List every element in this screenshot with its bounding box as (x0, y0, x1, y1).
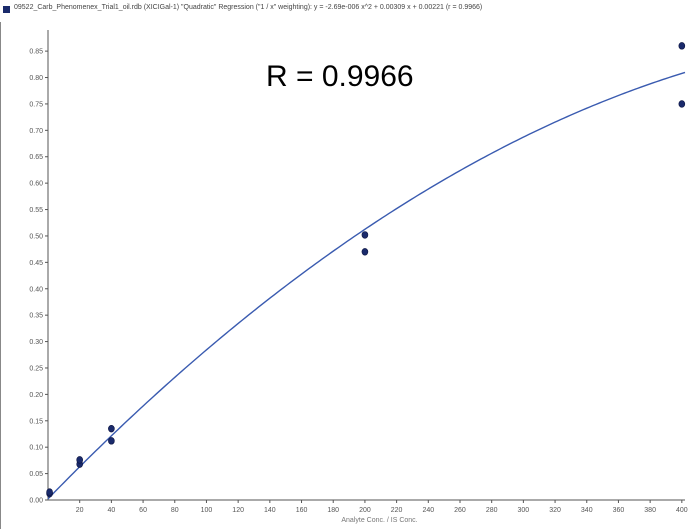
window-title: 09522_Carb_Phenomenex_Trial1_oil.rdb (XI… (14, 4, 483, 11)
x-tick-label: 120 (232, 507, 244, 514)
y-tick-label: 0.45 (29, 260, 43, 267)
axes-layer (45, 30, 685, 503)
x-tick-label: 40 (107, 507, 115, 514)
x-tick-label: 360 (613, 507, 625, 514)
y-tick-label: 0.35 (29, 313, 43, 320)
y-tick-label: 0.70 (29, 128, 43, 135)
data-point (361, 248, 369, 256)
x-tick-label: 20 (76, 507, 84, 514)
y-tick-label: 0.10 (29, 445, 43, 452)
x-tick-label: 160 (296, 507, 308, 514)
y-tick-label: 0.30 (29, 339, 43, 346)
data-point (108, 425, 115, 433)
y-tick-label: 0.75 (29, 101, 43, 108)
x-tick-label: 80 (171, 507, 179, 514)
data-point (361, 231, 369, 239)
x-tick-label: 100 (201, 507, 213, 514)
fit-curve (47, 71, 686, 500)
r-value-annotation: R = 0.9966 (266, 60, 414, 93)
y-tick-label: 0.50 (29, 233, 43, 240)
x-tick-label: 300 (518, 507, 530, 514)
fit-curve-layer (47, 71, 686, 500)
data-point (678, 100, 686, 108)
chart-frame: 0.00 0.05 0.10 0.15 0.20 0.25 0.30 0.35 0.40 0.45… (0, 22, 688, 529)
data-point (76, 456, 83, 464)
x-tick-label: 320 (549, 507, 561, 514)
y-tick-label: 0.40 (29, 286, 43, 293)
data-point (108, 437, 115, 445)
y-tick-label: 0.05 (29, 471, 43, 478)
data-points-layer (46, 42, 686, 498)
x-tick-label: 200 (359, 507, 371, 514)
labels-layer: 0.00 0.05 0.10 0.15 0.20 0.25 0.30 0.35 0.40 0.45… (29, 49, 687, 524)
y-tick-label: 0.15 (29, 418, 43, 425)
y-tick-label: 0.60 (29, 181, 43, 188)
x-tick-label: 180 (327, 507, 339, 514)
y-tick-label: 0.55 (29, 207, 43, 214)
x-axis-title: Analyte Conc. / IS Conc. (341, 517, 417, 524)
y-tick-label: 0.85 (29, 49, 43, 56)
y-tick-label: 0.25 (29, 365, 43, 372)
x-tick-label: 280 (486, 507, 498, 514)
window-title-bar: 09522_Carb_Phenomenex_Trial1_oil.rdb (XI… (0, 0, 688, 22)
x-tick-label: 260 (454, 507, 466, 514)
x-tick-label: 140 (264, 507, 276, 514)
x-tick-label: 60 (139, 507, 147, 514)
calibration-chart: 0.00 0.05 0.10 0.15 0.20 0.25 0.30 0.35 0.40 0.45… (29, 30, 688, 524)
x-tick-label: 400 (676, 507, 688, 514)
y-tick-label: 0.20 (29, 392, 43, 399)
x-tick-label: 240 (422, 507, 434, 514)
y-tick-label: 0.00 (29, 498, 43, 505)
data-point (46, 488, 53, 496)
y-tick-label: 0.65 (29, 154, 43, 161)
x-tick-label: 340 (581, 507, 593, 514)
x-tick-label: 220 (391, 507, 403, 514)
data-point (678, 42, 686, 50)
series-marker-icon (3, 6, 10, 13)
y-tick-label: 0.80 (29, 75, 43, 82)
x-tick-label: 380 (644, 507, 656, 514)
